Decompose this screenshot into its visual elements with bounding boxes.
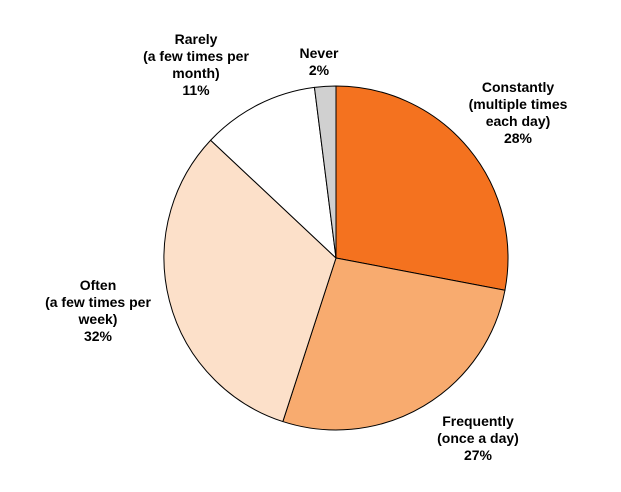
pie-slice-4 (313, 85, 337, 259)
slice-label-line-1-0: Frequently (442, 413, 514, 429)
slice-label-line-3-2: month) (172, 65, 219, 81)
slice-value-3: 11% (182, 82, 210, 98)
slice-label-line-4-0: Never (300, 45, 339, 61)
pie-slice-0 (335, 85, 509, 291)
pie-slices (163, 85, 509, 431)
slice-value-0: 28% (504, 130, 533, 146)
slice-label-3: Rarely (a few times per month) 11% (143, 31, 249, 98)
slice-label-4: Never 2% (300, 45, 339, 78)
slice-label-line-0-0: Constantly (482, 79, 555, 95)
slice-label-line-3-1: (a few times per (143, 48, 249, 64)
slice-label-line-0-1: (multiple times (469, 96, 568, 112)
slice-label-line-3-0: Rarely (175, 31, 218, 47)
slice-label-line-1-1: (once a day) (437, 430, 519, 446)
pie-slice-1 (282, 257, 506, 431)
slice-label-line-2-2: week) (78, 311, 118, 327)
slice-value-4: 2% (309, 62, 330, 78)
pie-slice-3 (210, 86, 337, 259)
slice-value-2: 32% (84, 328, 113, 344)
slice-label-2: Often (a few times per week) 32% (45, 277, 151, 344)
pie-labels: Constantly (multiple times each day) 28% Fre… (45, 31, 568, 463)
slice-value-1: 27% (464, 447, 493, 463)
pie-slice-2 (163, 139, 337, 423)
slice-label-line-0-2: each day) (486, 113, 551, 129)
slice-label-line-2-0: Often (80, 277, 117, 293)
slice-label-line-2-1: (a few times per (45, 294, 151, 310)
slice-label-0: Constantly (multiple times each day) 28% (469, 79, 568, 146)
slice-label-1: Frequently (once a day) 27% (437, 413, 519, 463)
